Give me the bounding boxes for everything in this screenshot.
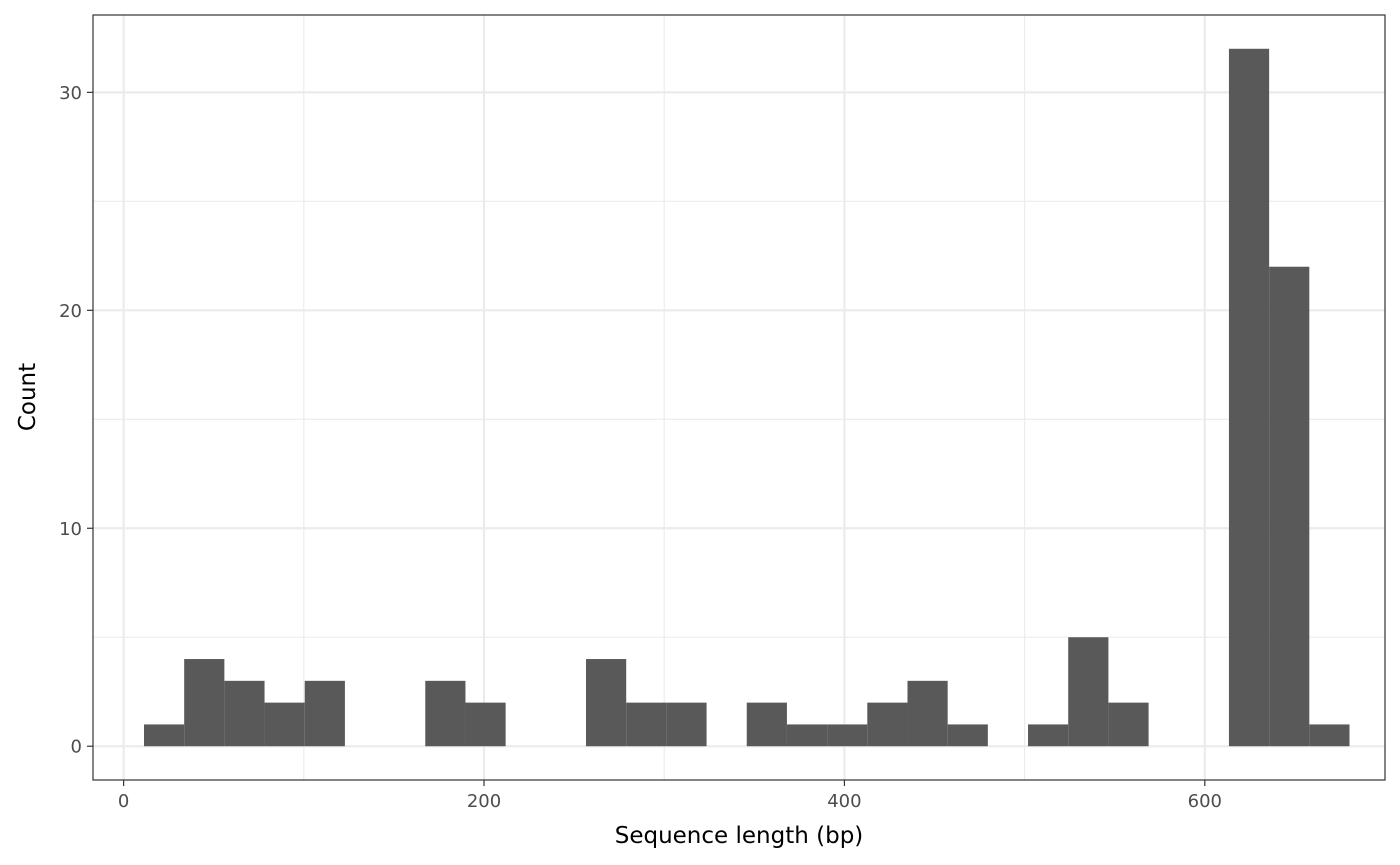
histogram-bar — [465, 702, 506, 747]
x-tick-label: 600 — [1188, 791, 1222, 812]
histogram-bar — [786, 724, 828, 747]
histogram-bar — [947, 724, 988, 747]
histogram-bar — [626, 702, 667, 747]
x-axis-title: Sequence length (bp) — [615, 823, 864, 849]
y-axis-title: Count — [15, 363, 41, 431]
histogram-bar — [224, 680, 265, 747]
histogram-bar — [746, 702, 787, 747]
y-tick-label: 20 — [59, 301, 82, 322]
y-axis-ticks: 0 10 20 30 — [59, 83, 93, 758]
histogram-bar — [184, 659, 225, 747]
histogram-bar — [867, 702, 908, 747]
histogram-bar — [586, 659, 627, 747]
histogram-bar — [827, 724, 868, 747]
histogram-bar — [1269, 266, 1310, 747]
histogram-bar — [1028, 724, 1069, 747]
histogram-bar — [264, 702, 305, 747]
x-tick-label: 0 — [118, 791, 129, 812]
histogram-bar — [1228, 48, 1270, 747]
histogram-bars — [143, 48, 1350, 747]
histogram-bar — [1108, 702, 1149, 747]
y-tick-label: 30 — [59, 83, 82, 104]
histogram-bar — [304, 680, 345, 747]
histogram-bar — [1309, 724, 1350, 747]
x-tick-label: 400 — [827, 791, 861, 812]
plot-panel — [93, 15, 1385, 780]
histogram-bar — [425, 680, 466, 747]
x-tick-label: 200 — [467, 791, 501, 812]
histogram-bar — [143, 724, 185, 747]
x-axis-ticks: 0 200 400 600 — [118, 780, 1222, 812]
y-tick-label: 10 — [59, 519, 82, 540]
histogram-bar — [907, 680, 948, 747]
y-tick-label: 0 — [71, 737, 82, 758]
histogram-bar — [666, 702, 707, 747]
histogram-bar — [1068, 637, 1109, 747]
plot-border — [92, 14, 1386, 781]
major-gridlines — [93, 15, 1385, 780]
